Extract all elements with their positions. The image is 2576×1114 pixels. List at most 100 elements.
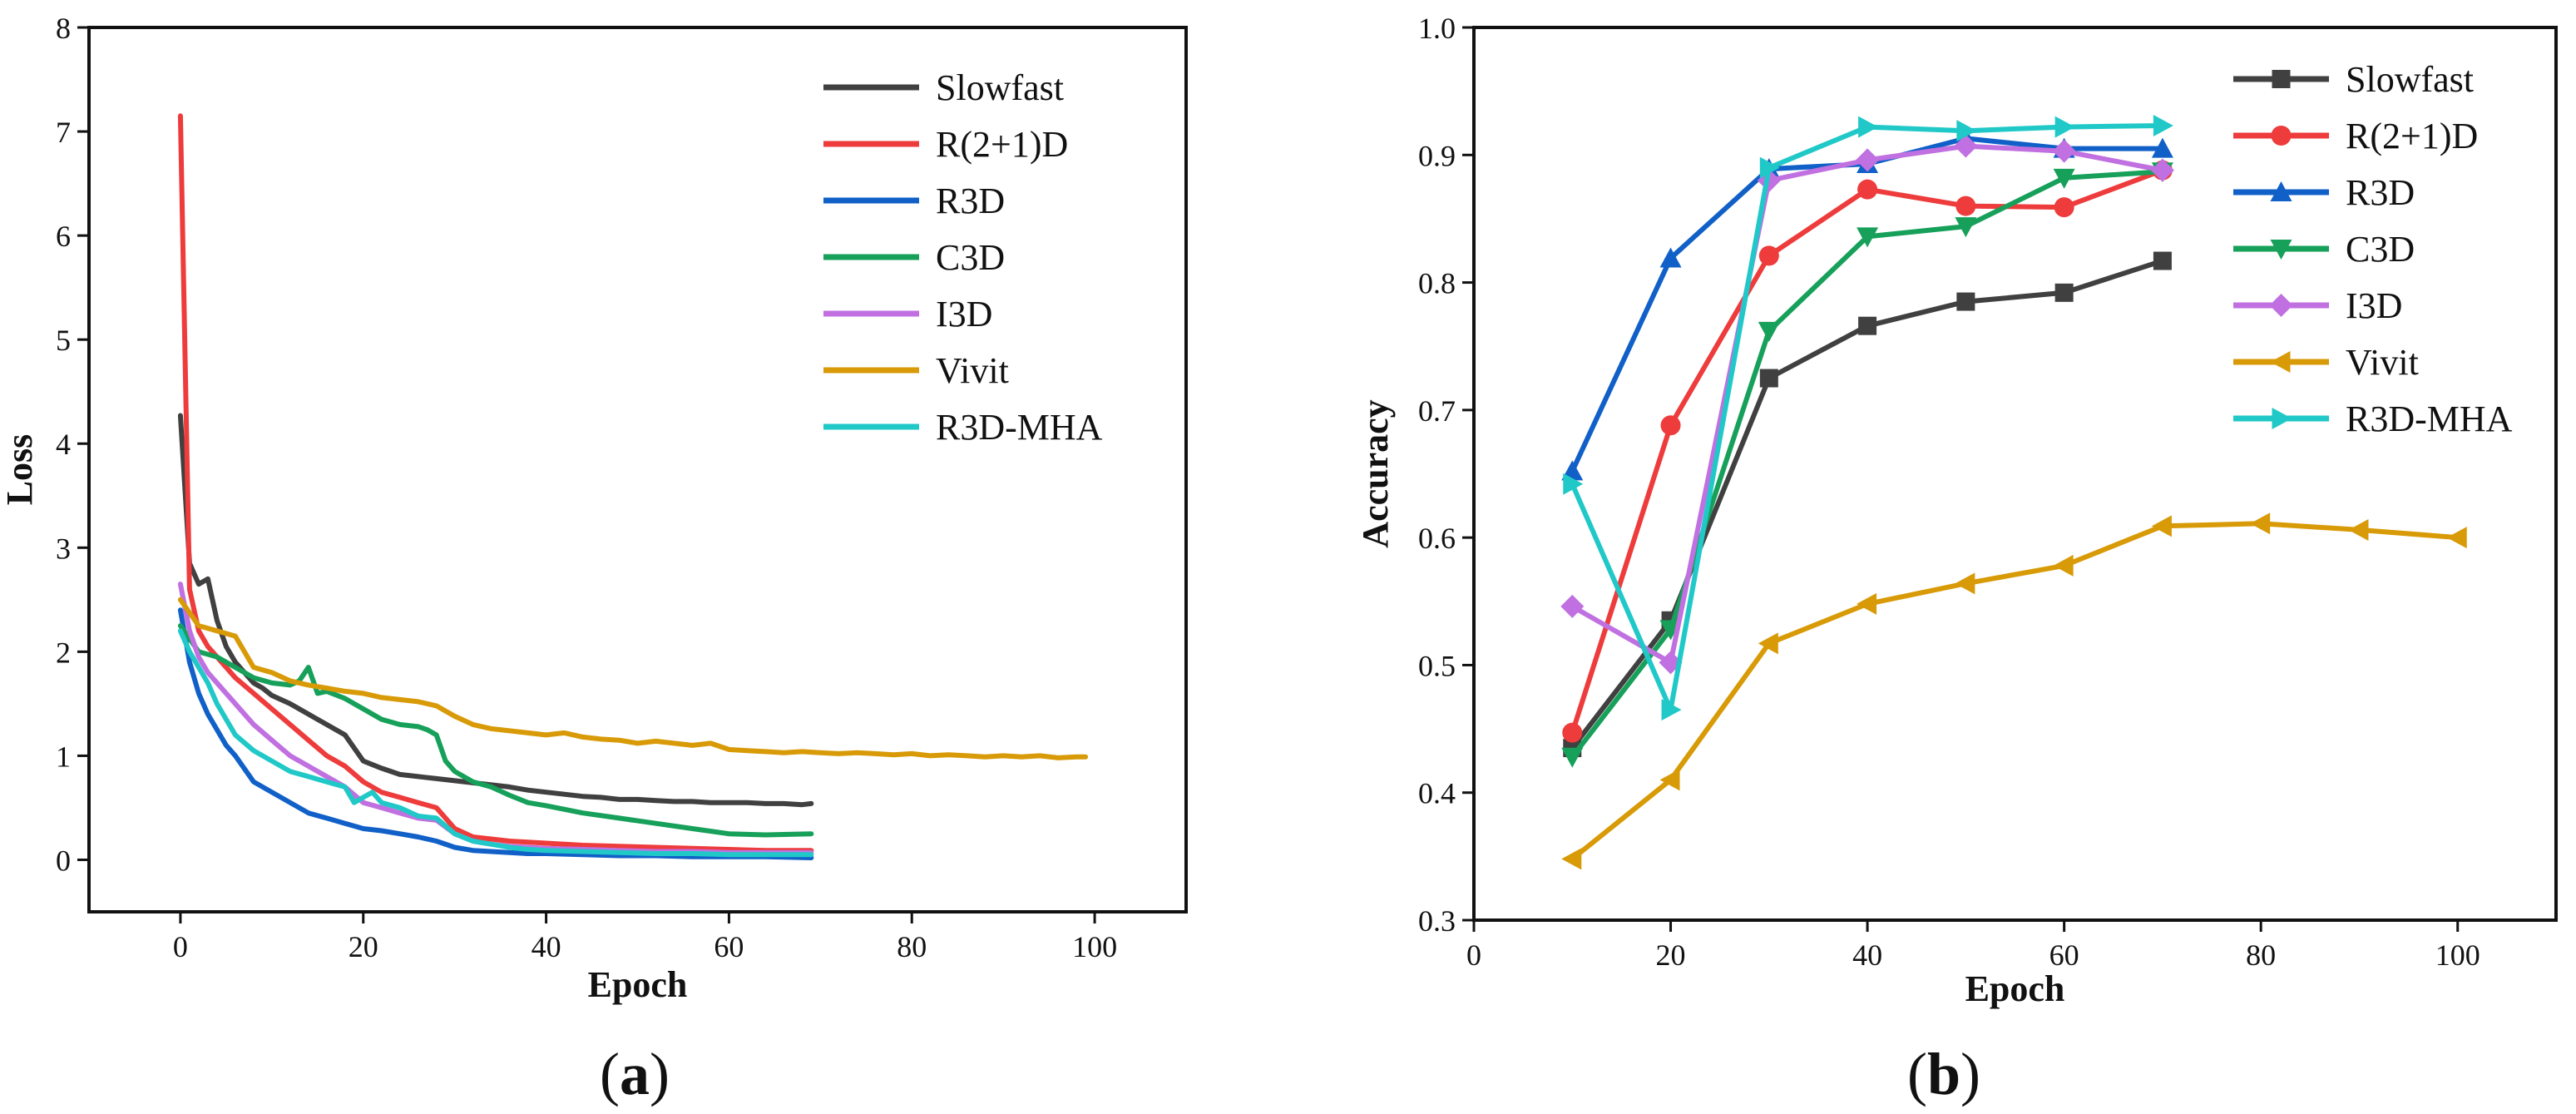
y-tick-label-b-6: 0.9 [1418, 139, 1456, 172]
data-point-b-r-2-1-d-0 [1562, 722, 1583, 743]
x-tick-label-b-2: 40 [1852, 938, 1882, 972]
legend-label-b-r3d-mha: R3D-MHA [2346, 399, 2513, 439]
legend-label-b-vivit: Vivit [2346, 342, 2419, 383]
data-point-b-r3d-1 [1659, 247, 1682, 268]
data-point-b-r-2-1-d-5 [2054, 197, 2074, 218]
legend-marker-b-vivit [2270, 351, 2291, 373]
data-point-b-c3d-2 [1758, 321, 1780, 342]
series-line-b-i3d [1570, 143, 2165, 666]
data-point-b-slowfast-2 [1759, 369, 1778, 388]
legend-marker-b-r-2-1-d [2271, 126, 2292, 146]
data-point-b-vivit-5 [2053, 554, 2074, 577]
y-tick-label-a-6: 6 [56, 220, 71, 253]
data-point-b-vivit-0 [1561, 848, 1582, 870]
plot-frame-a [87, 26, 1188, 913]
legend-label-a-r3d-mha: R3D-MHA [936, 407, 1103, 448]
data-point-b-c3d-4 [1955, 217, 1977, 238]
x-tick-label-b-0: 0 [1466, 938, 1481, 972]
data-point-b-r-2-1-d-1 [1660, 415, 1681, 436]
data-point-b-i3d-0 [1560, 594, 1585, 618]
legend-label-b-c3d: C3D [2346, 229, 2415, 270]
data-point-b-slowfast-6 [2153, 251, 2172, 270]
data-point-b-r3d-mha-2 [1759, 156, 1780, 179]
y-tick-label-a-1: 1 [56, 740, 71, 773]
chart-b-accuracy: 0 20 40 60 80 100 0.3 0.4 0.5 0.6 0.7 0.8 0.9 1.0 Epoc… [1355, 12, 2558, 1009]
y-axis-title-b: Accuracy [1355, 399, 1396, 547]
x-tick-label-b-1: 20 [1656, 938, 1686, 972]
y-tick-label-b-0: 0.3 [1418, 904, 1456, 938]
legend-label-b-r-2-1-d: R(2+1)D [2346, 116, 2478, 156]
panel-label-b: (b) [1907, 1041, 1980, 1107]
x-tick-label-b-3: 60 [2049, 938, 2079, 972]
data-point-b-slowfast-5 [2054, 283, 2074, 302]
x-tick-label-a-1: 20 [349, 930, 378, 963]
chart-a-loss: 0 20 40 60 80 100 0 1 2 3 4 5 6 7 8 Epoch Loss Slowfast R(… [0, 12, 1188, 1005]
x-tick-label-b-5: 100 [2435, 938, 2480, 972]
data-point-b-c3d-5 [2053, 168, 2075, 189]
data-point-b-slowfast-3 [1858, 316, 1877, 335]
y-tick-label-b-7: 1.0 [1418, 12, 1456, 45]
y-tick-label-b-4: 0.7 [1418, 394, 1456, 428]
series-line-a-c3d [177, 623, 814, 838]
data-point-b-slowfast-4 [1956, 292, 1975, 311]
data-point-b-r-2-1-d-4 [1955, 196, 1976, 216]
data-point-b-r-2-1-d-3 [1857, 179, 1878, 200]
legend-label-a-r-2-1-d: R(2+1)D [936, 124, 1068, 165]
panel-label-a: (a) [600, 1041, 670, 1107]
legend-marker-b-i3d [2269, 294, 2293, 317]
data-point-b-r3d-mha-3 [1858, 116, 1879, 138]
y-tick-label-a-3: 3 [56, 532, 71, 565]
y-axis-title-a: Loss [0, 434, 40, 506]
x-axis-title-b: Epoch [1965, 968, 2065, 1009]
data-point-b-vivit-6 [2151, 515, 2172, 537]
series-line-a-vivit [177, 597, 1089, 760]
data-point-b-vivit-8 [2348, 518, 2369, 541]
x-axis-title-a: Epoch [588, 964, 688, 1005]
y-tick-label-a-0: 0 [56, 844, 71, 877]
x-tick-label-a-5: 100 [1072, 930, 1117, 963]
legend-label-a-r3d: R3D [936, 181, 1005, 221]
data-point-b-i3d-3 [1856, 148, 1880, 172]
legend-label-a-vivit: Vivit [936, 350, 1009, 391]
data-point-b-vivit-3 [1857, 592, 1877, 615]
series-line-b-vivit [1570, 521, 2460, 862]
data-point-b-i3d-4 [1954, 134, 1978, 158]
x-tick-label-a-0: 0 [173, 930, 188, 963]
data-point-b-r3d-6 [2151, 137, 2173, 158]
x-tick-label-a-3: 60 [714, 930, 744, 963]
data-point-b-vivit-9 [2446, 527, 2467, 549]
data-point-b-r3d-mha-6 [2153, 115, 2173, 137]
y-tick-label-b-3: 0.6 [1418, 522, 1456, 555]
series-line-b-r3d-mha [1570, 123, 2165, 713]
y-tick-label-a-5: 5 [56, 324, 71, 357]
data-point-b-r3d-mha-1 [1661, 699, 1682, 721]
legend-marker-b-r3d-mha [2272, 408, 2292, 429]
series-line-a-r3d-mha [177, 628, 814, 858]
legend-b: Slowfast R(2+1)D R3D C3D I3D Vivit R3D-MHA [2233, 59, 2513, 439]
data-point-b-r3d-mha-0 [1563, 473, 1584, 495]
data-point-b-vivit-4 [1955, 572, 1975, 595]
series-line-b-c3d [1570, 169, 2165, 760]
data-point-b-c3d-0 [1561, 747, 1584, 768]
legend-label-b-r3d: R3D [2346, 172, 2415, 213]
series-line-a-i3d [177, 582, 814, 855]
y-tick-label-a-2: 2 [56, 636, 71, 669]
legend-label-a-c3d: C3D [936, 237, 1005, 278]
legend-label-a-i3d: I3D [936, 294, 992, 334]
legend-marker-b-c3d [2270, 240, 2292, 260]
y-tick-label-b-2: 0.5 [1418, 649, 1456, 682]
plot-frame-b [1472, 26, 2558, 922]
legend-a: Slowfast R(2+1)D R3D C3D I3D Vivit R3D-MHA [823, 67, 1103, 448]
legend-label-b-i3d: I3D [2346, 285, 2402, 326]
legend-label-b-slowfast: Slowfast [2346, 59, 2474, 100]
series-line-b-r-2-1-d [1570, 167, 2165, 735]
series-line-a-r-2-1-d [177, 113, 814, 854]
data-point-b-vivit-2 [1758, 632, 1778, 655]
y-tick-label-a-7: 7 [56, 116, 71, 149]
x-tick-label-b-4: 80 [2246, 938, 2276, 972]
y-tick-label-b-1: 0.4 [1418, 777, 1456, 810]
data-point-b-r3d-mha-4 [1956, 120, 1977, 142]
legend-marker-b-slowfast [2272, 70, 2291, 88]
y-tick-label-b-5: 0.8 [1418, 267, 1456, 300]
